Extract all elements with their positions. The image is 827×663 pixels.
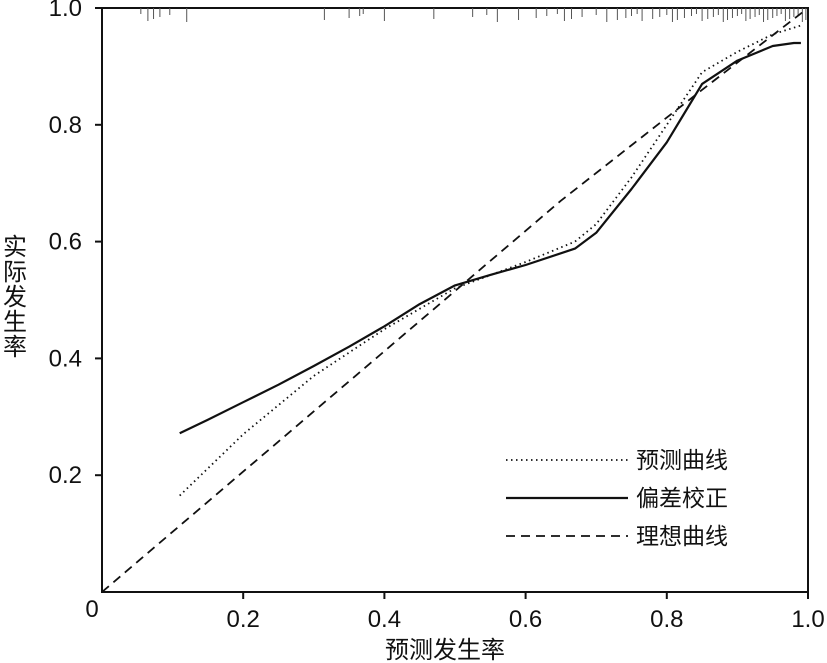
plot-border <box>101 7 809 593</box>
y-axis-title-char: 实 <box>3 233 27 261</box>
y-tick-label: 0.8 <box>49 112 82 139</box>
x-axis-title: 预测发生率 <box>385 636 505 663</box>
series-line-solid <box>179 41 801 435</box>
y-tick-label: 0.6 <box>49 229 82 256</box>
x-tick-label: 0.2 <box>227 606 260 633</box>
legend-label: 理想曲线 <box>636 524 728 550</box>
x-axis: 0.2 0.4 0.6 0.8 1.0 <box>227 592 825 633</box>
y-axis-title-char: 发 <box>3 283 27 311</box>
y-axis-title-char: 生 <box>3 308 27 336</box>
series-layer <box>101 7 809 593</box>
rug-marks <box>140 8 807 22</box>
x-tick-label: 0.6 <box>509 606 542 633</box>
x-tick-label: 0.8 <box>650 606 683 633</box>
plot-frame <box>101 7 809 593</box>
y-tick-label: 1.0 <box>49 0 82 22</box>
y-axis-title-char: 际 <box>3 258 27 286</box>
x-tick-label: 0.4 <box>368 606 401 633</box>
origin-label: 0 <box>85 596 98 623</box>
y-axis-title-char: 率 <box>3 333 27 361</box>
y-axis: 0.2 0.4 0.6 0.8 1.0 <box>49 0 102 489</box>
legend-label: 预测曲线 <box>636 448 728 474</box>
legend-label: 偏差校正 <box>636 486 728 512</box>
y-tick-label: 0.2 <box>49 462 82 489</box>
x-tick-label: 1.0 <box>791 606 824 633</box>
y-tick-label: 0.4 <box>49 345 82 372</box>
series-line-dashed <box>101 7 809 593</box>
